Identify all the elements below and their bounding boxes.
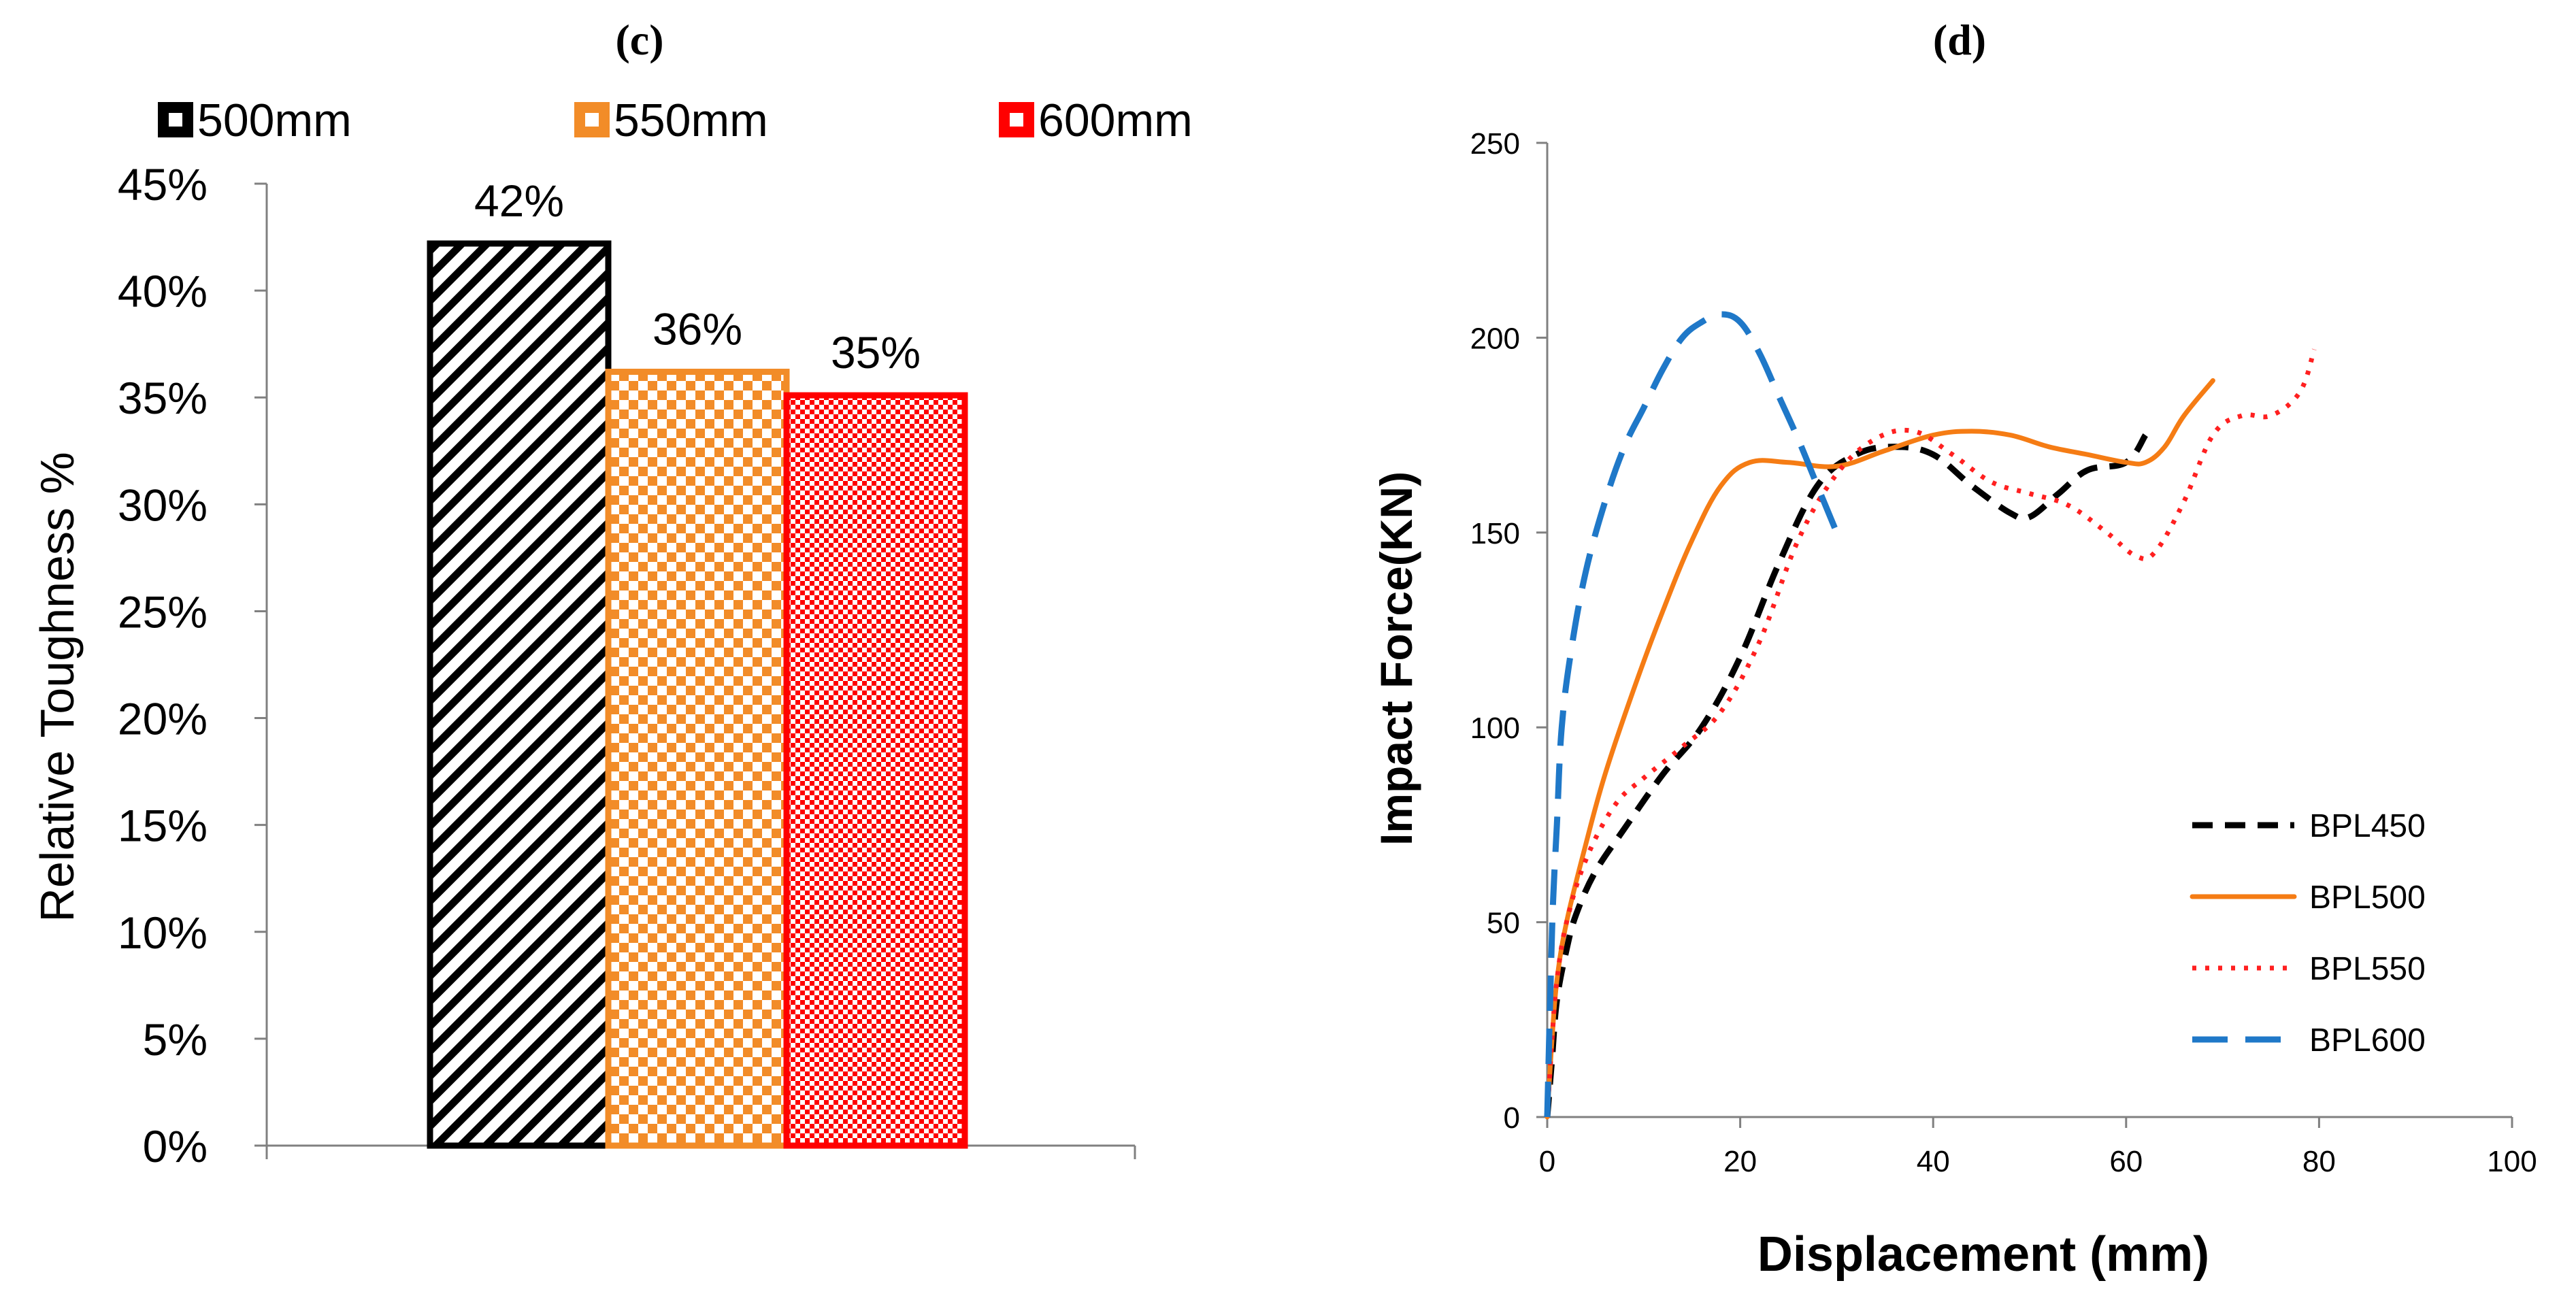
- bar-y-tick-label: 35%: [118, 373, 208, 423]
- legend-item-BPL450: BPL450: [2192, 808, 2426, 844]
- legend-label: 600mm: [1038, 95, 1193, 146]
- legend-item-550mm: 550mm: [574, 95, 768, 146]
- line-chart-d: 0 50 100 150 200 250 0 20 40 60 80 100 BPL450 BPL500…: [1371, 127, 2537, 1282]
- legend-label: BPL450: [2309, 808, 2426, 844]
- line-x-tick-label: 40: [1917, 1145, 1950, 1178]
- line-BPL500: [1545, 378, 2215, 1120]
- bar-y-tick-label: 15%: [118, 801, 208, 851]
- line-y-tick-label: 50: [1487, 907, 1520, 940]
- bar-y-tick-label: 10%: [118, 908, 208, 958]
- bar-y-tick-label: 30%: [118, 480, 208, 530]
- legend-label: BPL550: [2309, 951, 2426, 987]
- legend-label: BPL600: [2309, 1022, 2426, 1059]
- line-axes: 0 50 100 150 200 250 0 20 40 60 80 100: [1470, 127, 2537, 1178]
- legend-swatch-mark: [585, 113, 599, 127]
- line-BPL550: [1545, 348, 2317, 1118]
- line-series: [1544, 311, 2317, 1120]
- line-x-tick-label: 100: [2487, 1145, 2537, 1178]
- bar-y-tick-label: 45%: [118, 159, 208, 210]
- legend-swatch-mark: [1010, 113, 1023, 127]
- bar-legend: 500mm 550mm 600mm: [158, 95, 1193, 146]
- line-legend: BPL450 BPL500 BPL550 BPL600: [2190, 808, 2426, 1059]
- line-x-tick-label: 80: [2302, 1145, 2336, 1178]
- panel-label-c: (c): [615, 16, 663, 64]
- line-y-axis-label: Impact Force(KN): [1371, 471, 1421, 846]
- bar-y-tick-label: 5%: [143, 1014, 208, 1065]
- bar-series: 42% 36% 35%: [427, 176, 968, 1149]
- line-BPL600: [1544, 311, 1840, 1118]
- legend-item-600mm: 600mm: [999, 95, 1193, 146]
- line-y-tick-label: 250: [1470, 127, 1520, 161]
- line-BPL450: [1544, 433, 2149, 1118]
- legend-swatch-mark: [169, 113, 182, 127]
- bar-600mm: [783, 392, 968, 1149]
- bar-data-label: 35%: [831, 327, 921, 378]
- legend-label: BPL500: [2309, 880, 2426, 916]
- legend-item-500mm: 500mm: [158, 95, 352, 146]
- line-y-tick-label: 100: [1470, 712, 1520, 745]
- legend-item-BPL500: BPL500: [2190, 880, 2426, 916]
- bar-y-tick-label: 0%: [143, 1121, 208, 1171]
- panel-label-d: (d): [1933, 16, 1986, 64]
- bar-y-tick-label: 40%: [118, 266, 208, 316]
- bar-chart-c: 500mm 550mm 600mm 0% 5% 10% 15% 20% 25% 30% 35% 40…: [31, 95, 1193, 1171]
- bar-data-label: 42%: [474, 176, 564, 226]
- line-x-axis-label: Displacement (mm): [1757, 1227, 2209, 1282]
- bar-y-axis: 0% 5% 10% 15% 20% 25% 30% 35% 40% 45%: [118, 159, 1136, 1171]
- legend-item-BPL550: BPL550: [2192, 951, 2426, 987]
- bar-y-tick-label: 25%: [118, 586, 208, 637]
- bar-data-label: 36%: [653, 304, 742, 354]
- line-x-tick-label: 0: [1539, 1145, 1555, 1178]
- line-y-tick-label: 0: [1504, 1101, 1520, 1135]
- bar-500mm: [427, 240, 612, 1149]
- bar-550mm: [605, 369, 790, 1149]
- legend-item-BPL600: BPL600: [2192, 1022, 2426, 1059]
- line-y-tick-label: 150: [1470, 517, 1520, 550]
- legend-label: 550mm: [614, 95, 768, 146]
- legend-label: 500mm: [197, 95, 352, 146]
- bar-y-axis-label: Relative Toughness %: [31, 452, 84, 922]
- line-x-tick-label: 20: [1723, 1145, 1757, 1178]
- line-y-tick-label: 200: [1470, 322, 1520, 355]
- bar-y-tick-label: 20%: [118, 694, 208, 744]
- line-x-tick-label: 60: [2109, 1145, 2143, 1178]
